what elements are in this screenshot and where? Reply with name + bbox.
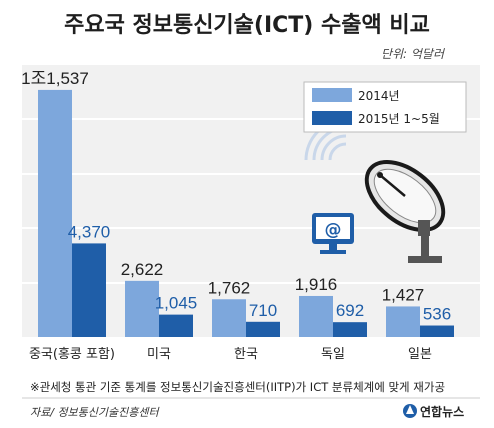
bar-2014-3 <box>299 295 333 337</box>
bar-2015-1 <box>159 314 193 337</box>
bar-2014-4 <box>386 306 420 337</box>
value-label-2015-4: 536 <box>423 305 451 324</box>
legend: 2014년 2015년 1~5월 <box>303 81 467 133</box>
category-label-2: 한국 <box>234 347 258 362</box>
value-label-2014-4: 1,427 <box>382 285 425 304</box>
source-note: 자료/ 정보통신기술진흥센터 <box>30 406 161 419</box>
legend-label-2014: 2014년 <box>358 89 400 103</box>
unit-label: 단위: 억달러 <box>381 47 445 61</box>
category-label-3: 독일 <box>321 347 345 362</box>
bar-2014-2 <box>212 299 246 337</box>
value-label-2015-2: 710 <box>249 301 277 320</box>
value-label-2015-0: 4,370 <box>68 222 111 241</box>
category-label-0: 중국(홍콩 포함) <box>29 347 115 362</box>
monitor-at-icon: @ <box>312 213 354 254</box>
bar-2015-0 <box>72 243 106 337</box>
value-label-2015-1: 1,045 <box>155 294 198 313</box>
satellite-dish-icon <box>364 160 446 263</box>
bar-2015-2 <box>246 321 280 337</box>
category-label-4: 일본 <box>408 347 432 362</box>
value-label-2014-0: 1조1,537 <box>21 69 89 88</box>
bar-2014-0 <box>38 89 72 337</box>
value-label-2014-3: 1,916 <box>295 275 338 294</box>
bar-2014-1 <box>125 280 159 337</box>
brand-name: 연합뉴스 <box>420 404 464 419</box>
value-label-2014-2: 1,762 <box>208 278 251 297</box>
legend-label-2015: 2015년 1~5월 <box>358 112 440 126</box>
bar-2015-3 <box>333 322 367 337</box>
value-label-2015-3: 692 <box>336 301 364 320</box>
category-label-1: 미국 <box>147 347 171 362</box>
footnote: ※관세청 통관 기준 통계를 정보통신기술진흥센터(IITP)가 ICT 분류체… <box>30 380 445 394</box>
bars <box>38 89 454 337</box>
bar-2015-4 <box>420 325 454 337</box>
svg-text:@: @ <box>325 220 342 240</box>
chart-title: 주요국 정보통신기술(ICT) 수출액 비교 <box>64 13 430 38</box>
brand-logo-icon <box>403 404 417 418</box>
legend-swatch-2015 <box>312 111 352 125</box>
value-labels: 1조1,537 4,370 2,622 1,045 1,762 710 1,916 692 1,… <box>21 69 451 324</box>
value-label-2014-1: 2,622 <box>121 260 164 279</box>
legend-swatch-2014 <box>312 88 352 102</box>
category-labels: 중국(홍콩 포함) 미국 한국 독일 일본 <box>29 347 432 362</box>
